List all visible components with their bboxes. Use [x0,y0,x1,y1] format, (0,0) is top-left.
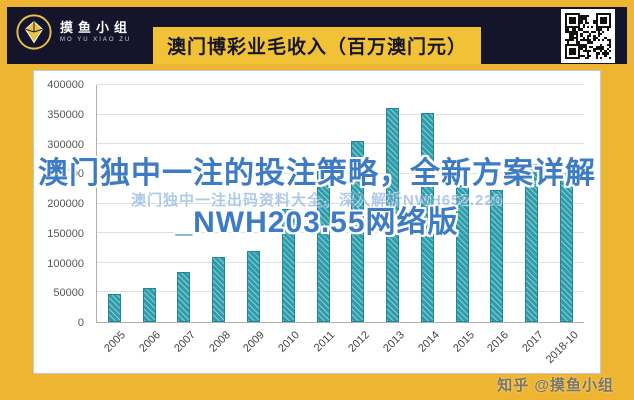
y-tick-label: 150000 [47,227,84,240]
y-tick-label: 0 [77,317,84,329]
logo-title: 摸鱼小组 [60,19,133,35]
gridline [97,232,584,234]
bar [560,173,574,322]
chart-panel: 0 50000 100000 150000 200000 250000 300000 3500… [33,70,601,374]
x-tick-label: 2006 [136,329,163,355]
bar [386,108,400,322]
x-tick-label: 2013 [380,329,407,355]
y-tick-label: 250000 [47,168,84,181]
bar [142,287,156,322]
x-axis-labels: 2005 2006 2007 2008 2009 2010 2011 2012 2013 2014… [96,325,584,371]
x-tick-label: 2008 [206,329,233,355]
qr-code [561,9,615,63]
x-tick-label: 2017 [520,329,547,355]
y-tick-label: 50000 [53,287,84,300]
x-tick-label: 2012 [346,329,372,355]
gridline [97,172,584,174]
x-tick-label: 2018-10 [544,329,582,367]
bar [212,256,226,322]
gridline [97,261,584,263]
header-bar: 摸鱼小组 MO YU XIAO ZU 澳门博彩业毛收入（百万澳门元） [7,7,627,64]
plot-area [96,84,584,323]
logo-subtitle: MO YU XIAO ZU [60,36,132,43]
gem-logo-icon [16,14,52,50]
y-tick-label: 200000 [47,198,84,210]
bars [97,85,584,322]
qr-pattern [565,13,611,59]
gridline [97,84,584,85]
gridline [97,113,584,115]
gridline [97,143,584,145]
x-tick-label: 2005 [102,329,128,355]
logo-text: 摸鱼小组 MO YU XIAO ZU [60,19,133,44]
y-tick-label: 400000 [47,79,84,91]
x-tick-label: 2016 [485,329,512,355]
x-tick-label: 2015 [450,329,477,355]
y-tick-label: 100000 [47,257,84,270]
x-tick-label: 2009 [241,329,268,355]
bar [247,250,261,322]
x-tick-label: 2011 [311,329,338,355]
bar [107,294,121,322]
zhihu-watermark: 知乎 @摸鱼小组 [497,377,614,394]
bar [525,164,539,322]
bar [420,113,434,322]
y-tick-label: 300000 [47,138,84,151]
y-tick-label: 350000 [47,108,84,121]
bar [490,189,504,322]
x-tick-label: 2007 [171,329,198,355]
chart-title: 澳门博彩业毛收入（百万澳门元） [152,27,482,64]
bar [455,185,469,322]
logo: 摸鱼小组 MO YU XIAO ZU [15,13,132,51]
bar [351,141,365,322]
bar [281,209,295,322]
gridline [97,202,584,204]
x-tick-label: 2014 [415,329,442,355]
bar [177,272,191,322]
x-tick-label: 2010 [276,329,303,355]
gridline [97,291,584,293]
y-axis-labels: 0 50000 100000 150000 200000 250000 300000 3500… [34,79,90,329]
bar [316,162,330,322]
